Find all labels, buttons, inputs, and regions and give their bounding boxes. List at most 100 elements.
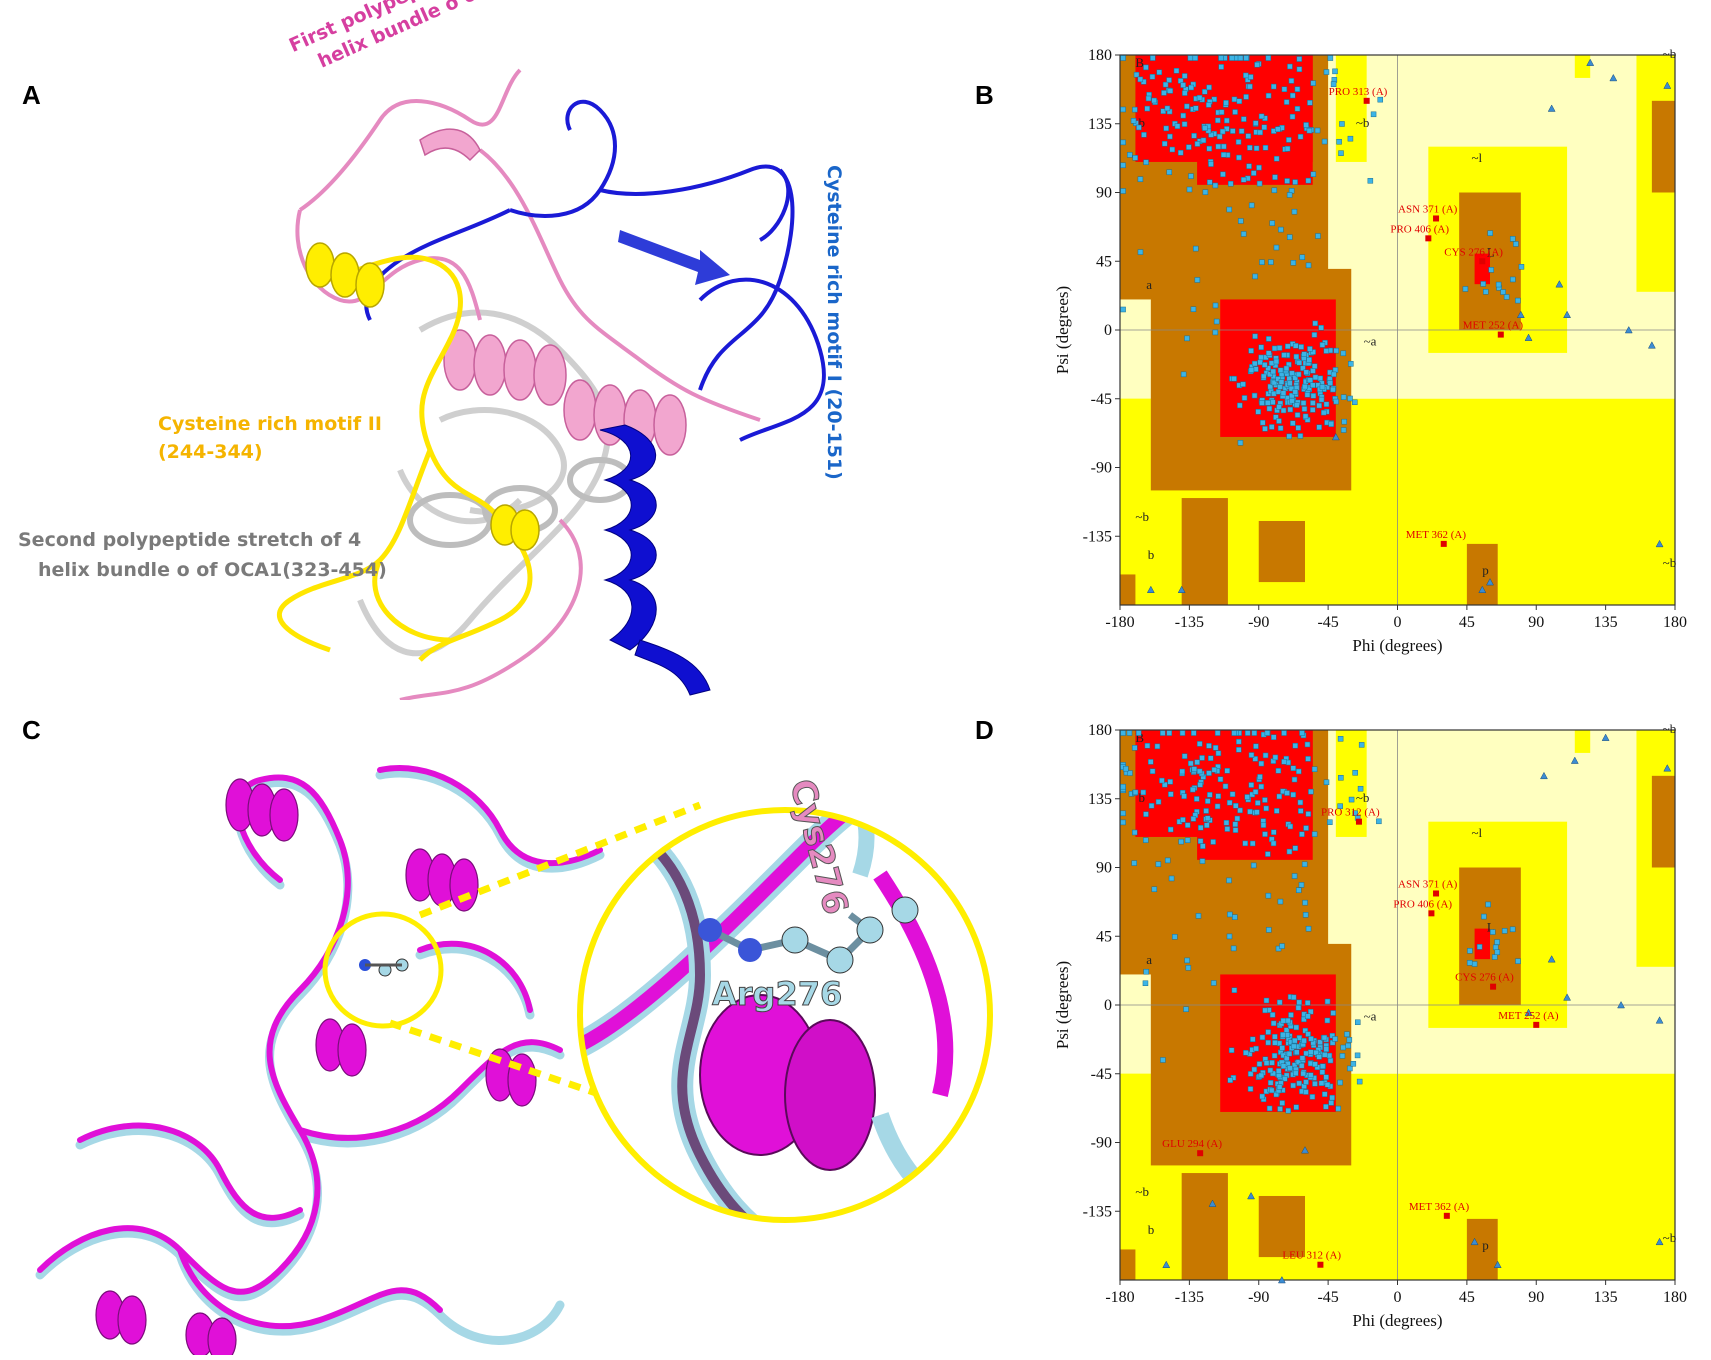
rama-glycine-point	[1331, 432, 1340, 441]
rama-point	[1120, 55, 1126, 61]
rama-point	[1191, 133, 1197, 139]
rama-point	[1271, 829, 1277, 835]
rama-x-tick-label: -180	[1105, 1289, 1134, 1306]
rama-point	[1260, 419, 1266, 426]
rama-point	[1304, 741, 1311, 748]
rama-glycine-point	[1647, 341, 1656, 349]
rama-point	[1258, 113, 1265, 120]
rama-point	[1253, 743, 1259, 750]
rama-point	[1303, 1050, 1309, 1057]
rama-point	[1226, 799, 1233, 806]
rama-point	[1323, 69, 1330, 75]
rama-point	[1276, 1084, 1283, 1090]
rama-point	[1232, 821, 1239, 827]
rama-point	[1179, 730, 1186, 736]
rama-point	[1226, 933, 1233, 940]
rama-x-tick-label: 90	[1528, 614, 1544, 631]
rama-point	[1289, 113, 1296, 120]
rama-point	[1181, 121, 1188, 127]
rama-point	[1197, 824, 1204, 831]
rama-outlier-label: GLU 294 (A)	[1162, 1138, 1222, 1150]
rama-point	[1191, 730, 1197, 736]
rama-point	[1196, 768, 1203, 775]
rama-point	[1280, 390, 1287, 396]
rama-point	[1216, 133, 1223, 140]
rama-point	[1272, 754, 1279, 761]
rama-point	[1290, 92, 1296, 99]
panel-letter-d: D	[975, 715, 994, 745]
rama-point	[1345, 1042, 1351, 1049]
rama-point	[1265, 892, 1272, 899]
rama-point	[1290, 765, 1297, 772]
rama-point	[1494, 949, 1501, 955]
rama-y-tick-label: 45	[1096, 928, 1112, 945]
label-cys-motif-2: Cysteine rich motif II (244-344)	[158, 410, 382, 466]
rama-point	[1257, 359, 1263, 366]
rama-glycine-point	[1563, 310, 1572, 318]
rama-point	[1213, 318, 1220, 325]
rama-point	[1219, 128, 1226, 135]
rama-y-tick-label: 180	[1088, 722, 1112, 739]
rama-y-tick-label: -45	[1091, 1066, 1112, 1083]
rama-region-label: ~b	[1356, 115, 1370, 130]
rama-point	[1133, 71, 1140, 78]
rama-glycine-point	[1663, 764, 1672, 772]
rama-point	[1352, 810, 1359, 816]
rama-outlier-label: CYS 276 (A)	[1455, 972, 1514, 984]
rama-point	[1132, 106, 1138, 113]
rama-point	[1271, 187, 1278, 194]
rama-x-tick-label: 180	[1663, 1289, 1687, 1306]
rama-point	[1193, 245, 1199, 252]
rama-point	[1276, 793, 1283, 800]
rama-region-allowed	[1258, 1195, 1305, 1258]
label-second-stretch-line1: Second polypeptide stretch of 4	[18, 529, 362, 551]
rama-point	[1241, 116, 1247, 122]
rama-region-generous	[1574, 55, 1591, 78]
rama-point	[1272, 1040, 1278, 1046]
rama-point	[1258, 1072, 1265, 1079]
rama-point	[1319, 384, 1326, 390]
rama-region-label: ~b	[1663, 555, 1677, 570]
rama-point	[1202, 189, 1209, 195]
rama-point	[1491, 954, 1498, 960]
rama-outlier-label: ASN 371 (A)	[1398, 203, 1458, 215]
rama-point	[1312, 320, 1318, 327]
rama-region-allowed	[1120, 574, 1136, 605]
rama-point	[1284, 790, 1290, 796]
panel-letter-c: C	[22, 715, 41, 745]
rama-point	[1324, 998, 1331, 1005]
rama-point	[1335, 1105, 1342, 1112]
rama-point	[1230, 128, 1236, 134]
rama-region-core	[1474, 928, 1490, 960]
rama-point	[1348, 361, 1354, 367]
rama-point	[1273, 358, 1280, 365]
rama-point	[1347, 1065, 1353, 1072]
rama-point	[1304, 1000, 1311, 1006]
rama-point	[1350, 1061, 1357, 1067]
rama-point	[1328, 1100, 1334, 1106]
rama-point	[1328, 421, 1334, 427]
rama-point	[1136, 124, 1142, 131]
rama-point	[1188, 760, 1194, 767]
rama-point	[1277, 1106, 1283, 1112]
rama-point	[1288, 1012, 1294, 1018]
rama-point	[1160, 108, 1166, 114]
rama-point	[1247, 1086, 1254, 1092]
rama-outlier-point	[1497, 331, 1504, 338]
rama-point	[1286, 848, 1293, 855]
rama-point	[1184, 822, 1191, 828]
rama-point	[1295, 371, 1302, 378]
rama-point	[1223, 100, 1229, 106]
rama-point	[1230, 945, 1237, 952]
rama-point	[1286, 234, 1293, 240]
ramachandran-plot-d: Bb ~b a ~a ~l L ~b b p ~b ~b PRO 312 (A) ASN 371 (A)…	[1053, 721, 1687, 1330]
rama-point	[1214, 803, 1221, 810]
rama-y-tick-label: 0	[1104, 997, 1112, 1014]
rama-point	[1210, 839, 1216, 845]
rama-point	[1355, 1019, 1361, 1026]
rama-point	[1287, 380, 1293, 387]
rama-point	[1300, 400, 1307, 406]
rama-point	[1186, 144, 1192, 150]
rama-glycine-point	[1663, 81, 1672, 89]
rama-point	[1290, 1082, 1296, 1089]
